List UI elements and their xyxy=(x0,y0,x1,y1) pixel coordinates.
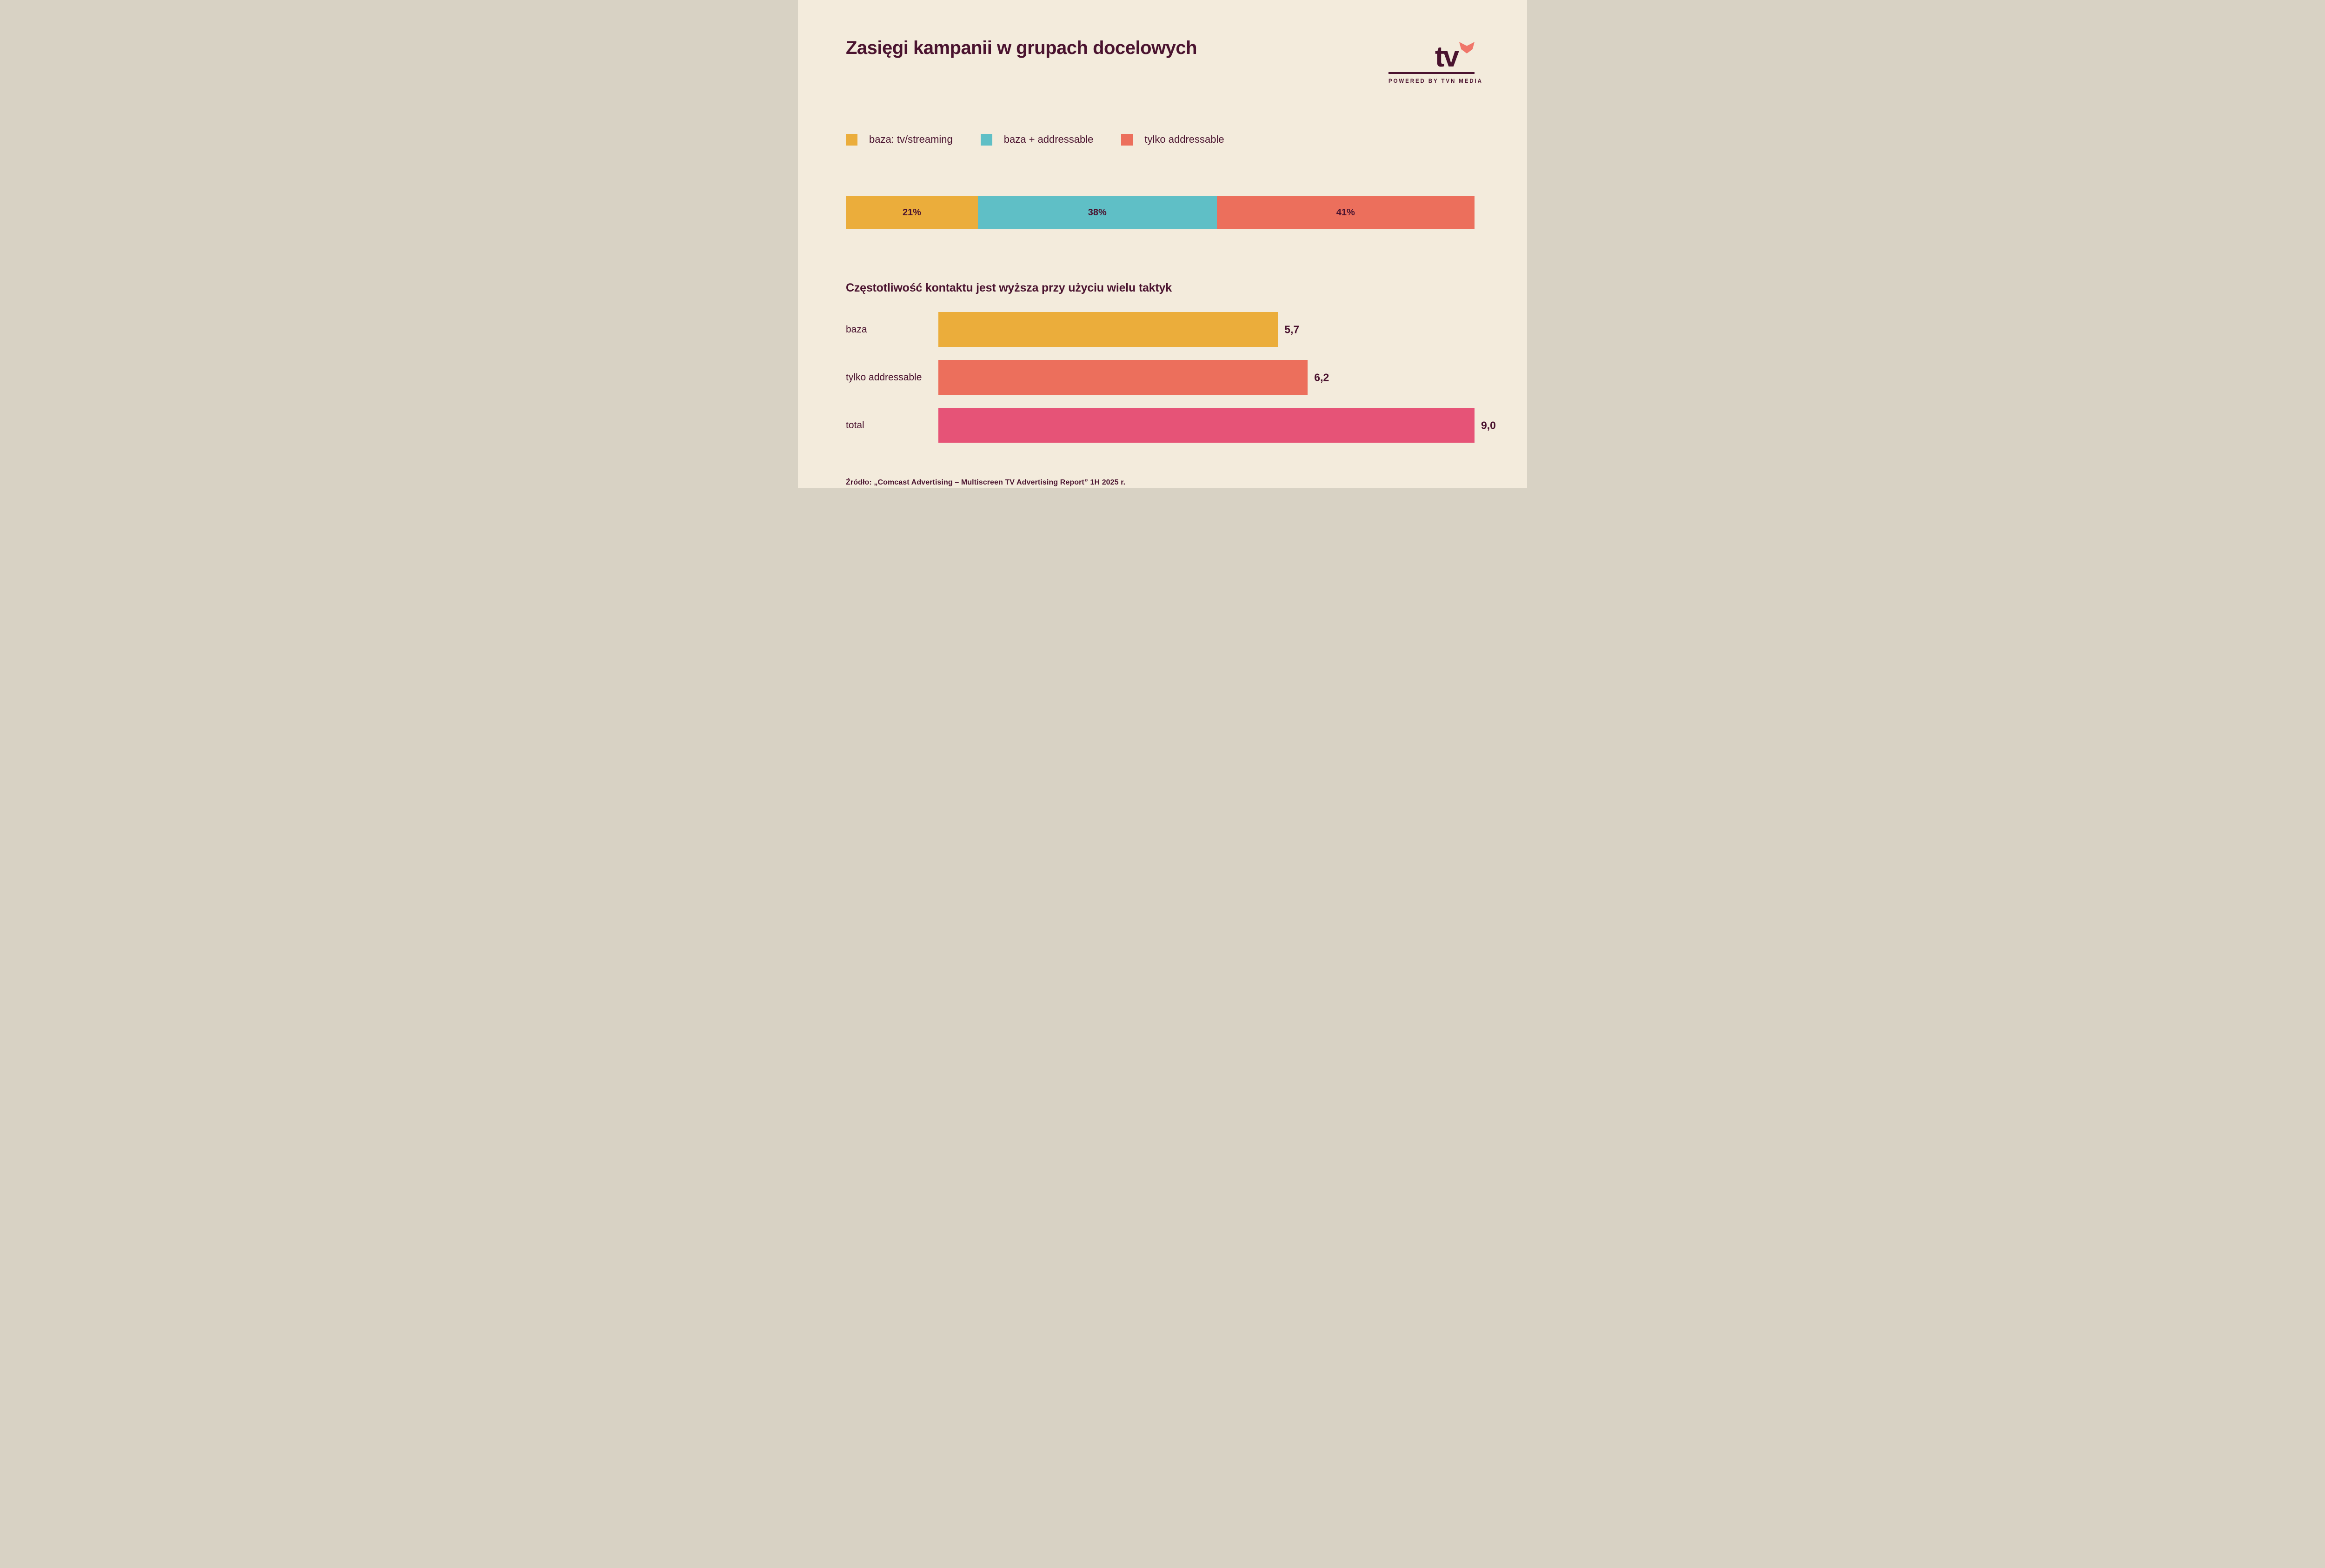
bar-track: 6,2 xyxy=(938,360,1475,395)
bar-value-label: 6,2 xyxy=(1314,371,1329,383)
bar-row: baza 5,7 xyxy=(846,312,1475,347)
bar-value-label: 9,0 xyxy=(1481,419,1496,431)
legend-item: baza + addressable xyxy=(980,133,1094,146)
bar-track: 5,7 xyxy=(938,312,1475,347)
legend-swatch xyxy=(980,133,992,146)
logo-mark: tv xyxy=(1388,39,1475,73)
bar-category-label: baza xyxy=(846,324,867,335)
header: Zasięgi kampanii w grupach docelowych tv… xyxy=(846,36,1483,84)
legend-swatch xyxy=(846,133,857,146)
bar-track: 9,0 xyxy=(938,408,1496,443)
bar-category-label: total xyxy=(846,419,864,431)
bar xyxy=(938,360,1308,395)
bar-row: total 9,0 xyxy=(846,408,1496,443)
legend-item: tylko addressable xyxy=(1121,133,1224,146)
source-note: Źródło: „Comcast Advertising – Multiscre… xyxy=(846,478,1126,486)
stacked-segment: 41% xyxy=(1216,196,1475,229)
bar-category-label: tylko addressable xyxy=(846,372,922,383)
stacked-segment: 21% xyxy=(846,196,978,229)
legend-item-label: baza + addressable xyxy=(1003,133,1094,145)
heart-icon xyxy=(1459,42,1475,53)
bar xyxy=(938,408,1475,443)
tvn-media-logo: tv POWERED BY TVN MEDIA xyxy=(1388,39,1483,84)
page-title: Zasięgi kampanii w grupach docelowych xyxy=(846,38,1197,58)
logo-divider xyxy=(1388,72,1475,74)
infographic-page: Zasięgi kampanii w grupach docelowych tv… xyxy=(798,0,1527,488)
segment-value-label: 38% xyxy=(1088,207,1107,218)
reach-stacked-bar-chart: 21% 38% 41% xyxy=(846,196,1475,229)
legend-item-label: tylko addressable xyxy=(1144,133,1224,145)
bar-value-label: 5,7 xyxy=(1284,323,1300,335)
legend-item-label: baza: tv/streaming xyxy=(869,133,953,145)
section-subtitle: Częstotliwość kontaktu jest wyższa przy … xyxy=(846,281,1172,294)
chart-legend: baza: tv/streaming baza + addressable tylk… xyxy=(846,133,1475,146)
segment-value-label: 41% xyxy=(1336,207,1355,218)
segment-value-label: 21% xyxy=(902,207,921,218)
logo-tagline: POWERED BY TVN MEDIA xyxy=(1388,79,1483,84)
frequency-bar-chart: baza 5,7 tylko addressable 6,2 total 9,0 xyxy=(846,312,1496,443)
tv-logo-text: tv xyxy=(1435,41,1459,73)
stacked-segment: 38% xyxy=(977,196,1217,229)
legend-swatch xyxy=(1121,133,1133,146)
legend-item: baza: tv/streaming xyxy=(846,133,953,146)
bar-row: tylko addressable 6,2 xyxy=(846,360,1475,395)
bar xyxy=(938,312,1278,347)
